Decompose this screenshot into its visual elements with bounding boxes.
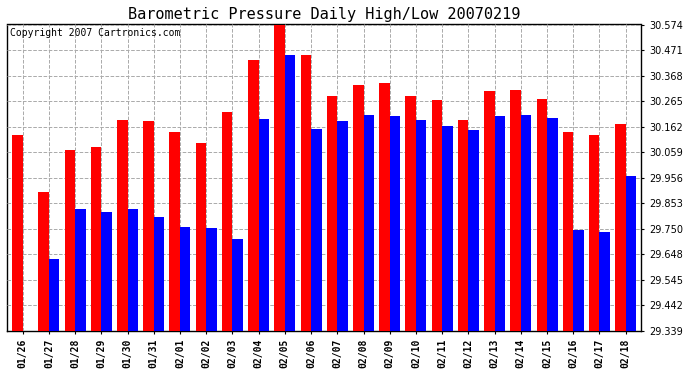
Bar xyxy=(589,135,600,331)
Bar xyxy=(117,120,128,331)
Bar xyxy=(196,143,206,331)
Bar xyxy=(206,228,217,331)
Bar xyxy=(75,209,86,331)
Bar xyxy=(432,100,442,331)
Bar xyxy=(537,99,547,331)
Bar xyxy=(222,112,233,331)
Bar xyxy=(154,217,164,331)
Bar xyxy=(144,121,154,331)
Bar xyxy=(101,211,112,331)
Bar xyxy=(484,91,495,331)
Bar xyxy=(615,123,626,331)
Bar xyxy=(380,82,390,331)
Bar xyxy=(170,132,180,331)
Bar xyxy=(327,96,337,331)
Bar xyxy=(301,55,311,331)
Bar xyxy=(600,231,610,331)
Bar xyxy=(311,129,322,331)
Bar xyxy=(65,150,75,331)
Bar xyxy=(406,96,416,331)
Bar xyxy=(248,60,259,331)
Bar xyxy=(285,55,295,331)
Bar xyxy=(233,239,243,331)
Bar xyxy=(259,118,269,331)
Title: Barometric Pressure Daily High/Low 20070219: Barometric Pressure Daily High/Low 20070… xyxy=(128,7,520,22)
Text: Copyright 2007 Cartronics.com: Copyright 2007 Cartronics.com xyxy=(10,28,181,38)
Bar xyxy=(12,135,23,331)
Bar xyxy=(180,226,190,331)
Bar xyxy=(91,147,101,331)
Bar xyxy=(442,126,453,331)
Bar xyxy=(353,85,364,331)
Bar xyxy=(511,90,521,331)
Bar xyxy=(547,118,558,331)
Bar xyxy=(275,26,285,331)
Bar xyxy=(495,116,505,331)
Bar xyxy=(49,259,59,331)
Bar xyxy=(563,132,573,331)
Bar xyxy=(416,120,426,331)
Bar xyxy=(469,130,479,331)
Bar xyxy=(39,192,49,331)
Bar xyxy=(364,115,374,331)
Bar xyxy=(573,230,584,331)
Bar xyxy=(458,120,469,331)
Bar xyxy=(128,209,138,331)
Bar xyxy=(626,176,636,331)
Bar xyxy=(337,121,348,331)
Bar xyxy=(390,116,400,331)
Bar xyxy=(521,116,531,331)
